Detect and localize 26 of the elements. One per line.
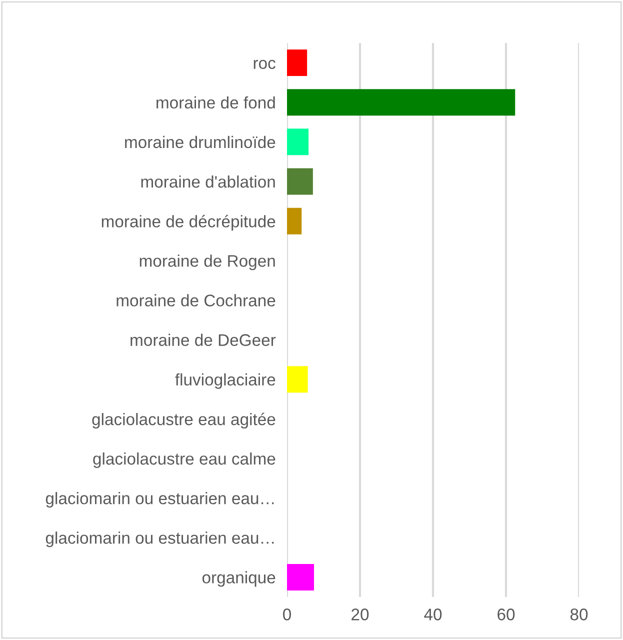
bar <box>287 168 313 195</box>
bar <box>287 208 302 234</box>
y-tick-label: moraine de DeGeer <box>130 334 276 346</box>
y-tick-label: moraine de Cochrane <box>116 294 276 306</box>
bar <box>287 128 309 156</box>
x-tick-label: 20 <box>352 608 369 620</box>
y-tick-label: moraine de décrépitude <box>102 214 276 231</box>
x-tick-label: 0 <box>283 608 291 620</box>
y-tick-label: glaciomarin ou estuarien eau… <box>46 492 274 508</box>
y-tick-label: glaciomarin ou estuarien eau… <box>46 532 274 548</box>
bar <box>287 89 516 116</box>
bar <box>287 564 314 590</box>
bar <box>287 366 308 393</box>
y-tick-label: roc <box>254 60 276 69</box>
y-tick-label: moraine d'ablation <box>141 175 275 188</box>
y-tick-label: glaciolacustre eau calme <box>93 452 276 468</box>
x-tick-label: 40 <box>424 608 442 620</box>
bar <box>287 50 308 76</box>
y-tick-label: organique <box>202 571 276 587</box>
y-tick-label: fluvioglaciaire <box>175 373 276 389</box>
y-tick-label: moraine de Rogen <box>140 254 275 270</box>
y-tick-label: moraine drumlinoïde <box>125 136 276 148</box>
y-tick-label: glaciolacustre eau agitée <box>92 412 276 429</box>
x-tick-label: 60 <box>498 608 515 620</box>
x-tick-label: 80 <box>570 608 588 620</box>
y-tick-label: moraine de fond <box>156 96 275 109</box>
